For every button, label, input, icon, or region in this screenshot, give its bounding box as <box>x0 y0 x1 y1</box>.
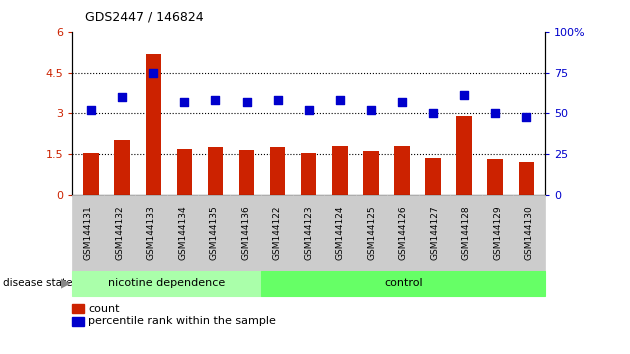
Text: GSM144124: GSM144124 <box>336 206 345 260</box>
Bar <box>115 141 130 195</box>
Point <box>335 97 345 103</box>
Point <box>180 99 190 105</box>
Text: GSM144128: GSM144128 <box>462 205 471 260</box>
Text: percentile rank within the sample: percentile rank within the sample <box>88 316 276 326</box>
Bar <box>270 147 285 195</box>
Point <box>459 92 469 98</box>
Text: GSM144123: GSM144123 <box>304 205 313 260</box>
Text: GSM144130: GSM144130 <box>525 205 534 260</box>
Bar <box>208 147 223 195</box>
Point <box>273 97 283 103</box>
Bar <box>301 153 316 195</box>
Text: nicotine dependence: nicotine dependence <box>108 278 226 288</box>
Point <box>148 70 158 75</box>
Text: GSM144125: GSM144125 <box>367 205 376 260</box>
Bar <box>176 149 192 195</box>
Point <box>241 99 251 105</box>
Text: GSM144131: GSM144131 <box>84 205 93 260</box>
Text: GDS2447 / 146824: GDS2447 / 146824 <box>85 11 203 24</box>
Point <box>397 99 407 105</box>
Bar <box>394 146 410 195</box>
Bar <box>332 146 348 195</box>
Text: GSM144136: GSM144136 <box>241 205 250 260</box>
Text: GSM144135: GSM144135 <box>210 205 219 260</box>
Point <box>210 97 220 103</box>
Bar <box>456 116 472 195</box>
Bar <box>363 151 379 195</box>
Text: GSM144126: GSM144126 <box>399 205 408 260</box>
Bar <box>488 159 503 195</box>
Point <box>490 110 500 116</box>
Point <box>86 107 96 113</box>
Text: GSM144132: GSM144132 <box>115 205 124 260</box>
Text: control: control <box>384 278 423 288</box>
Text: count: count <box>88 304 120 314</box>
Text: GSM144133: GSM144133 <box>147 205 156 260</box>
Text: GSM144134: GSM144134 <box>178 205 187 260</box>
Text: disease state: disease state <box>3 278 76 288</box>
Text: GSM144122: GSM144122 <box>273 206 282 260</box>
Point <box>304 107 314 113</box>
Bar <box>83 153 99 195</box>
Bar <box>518 162 534 195</box>
Text: GSM144129: GSM144129 <box>493 205 502 260</box>
Point <box>521 114 531 119</box>
Bar <box>146 53 161 195</box>
Point <box>428 110 438 116</box>
Text: GSM144127: GSM144127 <box>430 205 439 260</box>
Bar <box>239 150 255 195</box>
Text: ▶: ▶ <box>61 277 71 290</box>
Point <box>117 94 127 100</box>
Point <box>366 107 376 113</box>
Bar <box>425 158 441 195</box>
